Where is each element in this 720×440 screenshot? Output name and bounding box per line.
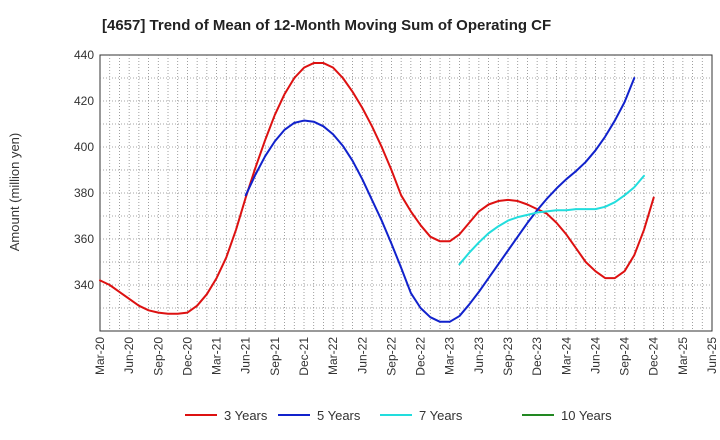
x-tick-label: Sep-23: [501, 337, 515, 376]
x-tick-label: Mar-20: [93, 337, 107, 375]
x-tick-label: Sep-24: [618, 337, 632, 376]
x-tick-label: Dec-20: [180, 337, 194, 376]
x-tick-label: Jun-24: [588, 337, 602, 374]
x-tick-label: Sep-20: [151, 337, 165, 376]
x-tick-label: Jun-21: [239, 337, 253, 374]
grid-lines: [100, 55, 712, 331]
x-tick-label: Dec-22: [414, 337, 428, 376]
x-tick-label: Mar-23: [443, 337, 457, 375]
x-tick-label: Jun-23: [472, 337, 486, 374]
series-line-5-years: [244, 77, 636, 323]
x-tick-label: Dec-24: [647, 337, 661, 376]
y-tick-label: 420: [74, 94, 94, 108]
x-tick-label: Jun-20: [122, 337, 136, 374]
series-layer: [99, 62, 655, 323]
x-tick-label: Mar-22: [326, 337, 340, 375]
y-tick-label: 400: [74, 140, 94, 154]
legend: 3 Years 5 Years 7 Years 10 Years: [185, 408, 612, 423]
x-tick-label: Dec-23: [530, 337, 544, 376]
x-tick-label: Mar-24: [559, 337, 573, 375]
y-axis-label: Amount (million yen): [7, 133, 22, 252]
x-tick-label: Mar-21: [210, 337, 224, 375]
x-tick-label: Dec-21: [297, 337, 311, 376]
x-tick-label: Jun-25: [705, 337, 719, 374]
series-line-3-years: [99, 62, 655, 315]
y-tick-label: 380: [74, 186, 94, 200]
x-tick-label: Sep-21: [268, 337, 282, 376]
legend-label: 7 Years: [419, 408, 463, 423]
x-tick-label: Mar-25: [676, 337, 690, 375]
y-tick-label: 340: [74, 278, 94, 292]
legend-label: 10 Years: [561, 408, 612, 423]
series-line-7-years: [458, 174, 645, 266]
legend-label: 5 Years: [317, 408, 361, 423]
chart-title: [4657] Trend of Mean of 12-Month Moving …: [102, 17, 551, 34]
x-tick-label: Jun-22: [355, 337, 369, 374]
y-tick-label: 360: [74, 232, 94, 246]
x-tick-label: Sep-22: [384, 337, 398, 376]
legend-label: 3 Years: [224, 408, 268, 423]
x-axis: Mar-20 Jun-20 Sep-20 Dec-20 Mar-21 Jun-21 Sep-…: [93, 337, 719, 376]
y-axis: 340 360 380 400 420 440: [74, 48, 94, 292]
y-tick-label: 440: [74, 48, 94, 62]
